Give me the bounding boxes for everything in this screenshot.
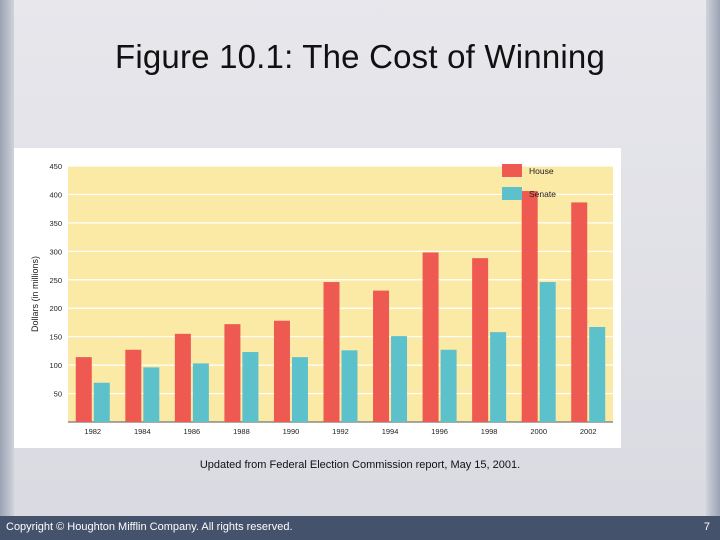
x-tick-label: 1986 xyxy=(184,427,201,436)
senate-bar xyxy=(242,352,259,422)
senate-bar xyxy=(539,282,556,422)
bar-chart: 50 100 150 200 250 300 350 400 450 Dollars (in mi… xyxy=(30,162,613,436)
house-bar xyxy=(472,258,489,422)
copyright-text: Copyright © Houghton Mifflin Company. Al… xyxy=(6,521,293,533)
senate-bar xyxy=(143,367,160,422)
senate-bar xyxy=(93,382,110,422)
y-tick-label: 50 xyxy=(54,390,62,399)
senate-bar xyxy=(440,349,457,422)
y-tick-label: 450 xyxy=(49,162,62,171)
y-tick-label: 300 xyxy=(49,247,62,256)
x-tick-label: 1984 xyxy=(134,427,151,436)
house-bar xyxy=(125,349,142,422)
house-bar xyxy=(323,282,340,422)
senate-bar xyxy=(490,332,507,422)
x-tick-label: 1988 xyxy=(233,427,250,436)
chart-frame: 50 100 150 200 250 300 350 400 450 Dollars (in mi… xyxy=(14,148,621,448)
y-axis-label: Dollars (in millions) xyxy=(30,256,40,332)
legend-swatch xyxy=(502,164,522,177)
legend-swatch xyxy=(502,187,522,200)
x-tick-label: 1982 xyxy=(84,427,101,436)
slide-left-edge xyxy=(0,0,14,540)
slide-title: Figure 10.1: The Cost of Winning xyxy=(114,38,606,75)
house-bar xyxy=(224,324,241,422)
y-tick-label: 200 xyxy=(49,304,62,313)
y-tick-label: 400 xyxy=(49,190,62,199)
y-tick-label: 150 xyxy=(49,333,62,342)
senate-bar xyxy=(192,363,209,422)
y-tick-label: 350 xyxy=(49,219,62,228)
legend-label: Senate xyxy=(529,189,556,199)
slide-right-edge xyxy=(706,0,720,540)
x-tick-label: 2000 xyxy=(530,427,547,436)
legend-label: House xyxy=(529,166,554,176)
house-bar xyxy=(174,333,191,422)
x-tick-label: 1996 xyxy=(431,427,448,436)
page-number: 7 xyxy=(703,521,710,533)
senate-bar xyxy=(589,326,606,422)
senate-bar xyxy=(341,350,358,422)
x-tick-label: 1992 xyxy=(332,427,349,436)
x-tick-label: 2002 xyxy=(580,427,597,436)
x-tick-label: 1998 xyxy=(481,427,498,436)
y-tick-label: 100 xyxy=(49,361,62,370)
house-bar xyxy=(422,252,439,422)
x-tick-label: 1990 xyxy=(283,427,300,436)
x-tick-label: 1994 xyxy=(382,427,399,436)
house-bar xyxy=(373,290,390,422)
senate-bar xyxy=(391,336,408,422)
house-bar xyxy=(75,357,92,422)
senate-bar xyxy=(291,357,308,422)
house-bar xyxy=(521,191,538,422)
house-bar xyxy=(571,202,588,422)
y-tick-label: 250 xyxy=(49,276,62,285)
house-bar xyxy=(273,320,290,422)
footer-bar: Copyright © Houghton Mifflin Company. Al… xyxy=(0,516,720,540)
source-caption: Updated from Federal Election Commission… xyxy=(199,459,521,471)
